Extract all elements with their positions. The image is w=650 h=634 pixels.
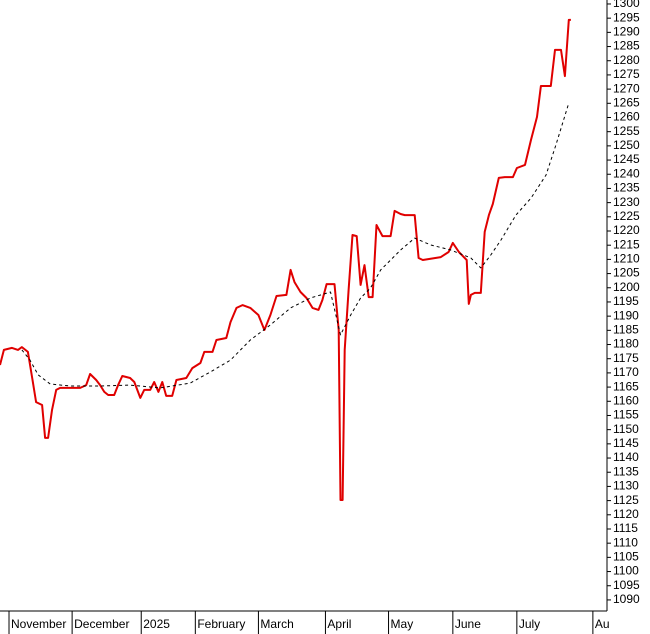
y-tick-label: 1170: [613, 365, 639, 379]
y-tick-label: 1100: [613, 564, 639, 578]
y-tick-label: 1175: [613, 351, 639, 365]
y-tick-label: 1285: [613, 39, 640, 53]
y-tick-label: 1220: [613, 223, 640, 237]
y-tick-label: 1270: [613, 81, 640, 95]
series-line: [21, 102, 570, 389]
series-line: [0, 18, 571, 501]
y-tick-label: 1190: [613, 308, 639, 322]
y-tick-label: 1150: [613, 422, 639, 436]
x-tick-label: February: [197, 617, 245, 631]
y-tick-label: 1135: [613, 464, 639, 478]
y-tick-label: 1300: [613, 0, 640, 10]
x-tick-label: June: [455, 617, 481, 631]
y-tick-label: 1160: [613, 393, 639, 407]
y-tick-label: 1245: [613, 152, 640, 166]
y-tick-label: 1185: [613, 323, 639, 337]
x-tick-label: March: [260, 617, 293, 631]
x-tick-label: November: [11, 617, 66, 631]
y-tick-label: 1180: [613, 337, 639, 351]
x-tick-label: Au: [595, 617, 610, 631]
y-tick-label: 1250: [613, 138, 640, 152]
y-tick-label: 1155: [613, 408, 639, 422]
y-tick-label: 1090: [613, 592, 640, 606]
y-tick-label: 1110: [613, 535, 638, 549]
y-tick-label: 1105: [613, 550, 639, 564]
y-tick-label: 1200: [613, 280, 640, 294]
y-tick-label: 1195: [613, 294, 639, 308]
y-tick-label: 1260: [613, 110, 640, 124]
y-tick-label: 1225: [613, 209, 640, 223]
x-tick-label: May: [391, 617, 414, 631]
y-tick-label: 1210: [613, 252, 640, 266]
y-tick-label: 1095: [613, 578, 640, 592]
y-tick-label: 1255: [613, 124, 640, 138]
x-tick-label: April: [327, 617, 351, 631]
x-tick-label: 2025: [143, 617, 170, 631]
y-tick-label: 1295: [613, 10, 640, 24]
y-tick-label: 1130: [613, 479, 639, 493]
y-tick-label: 1290: [613, 25, 640, 39]
y-tick-label: 1265: [613, 95, 640, 109]
y-tick-label: 1165: [613, 379, 639, 393]
y-tick-label: 1145: [613, 436, 639, 450]
y-tick-label: 1120: [613, 507, 639, 521]
y-tick-label: 1115: [613, 521, 638, 535]
y-tick-label: 1125: [613, 493, 639, 507]
y-tick-label: 1230: [613, 195, 640, 209]
x-tick-label: July: [519, 617, 540, 631]
y-tick-label: 1140: [613, 450, 639, 464]
x-tick-label: December: [74, 617, 129, 631]
y-tick-label: 1205: [613, 266, 640, 280]
y-tick-label: 1235: [613, 181, 640, 195]
y-tick-label: 1280: [613, 53, 640, 67]
y-tick-label: 1215: [613, 237, 640, 251]
y-tick-label: 1275: [613, 67, 640, 81]
y-tick-label: 1240: [613, 166, 640, 180]
